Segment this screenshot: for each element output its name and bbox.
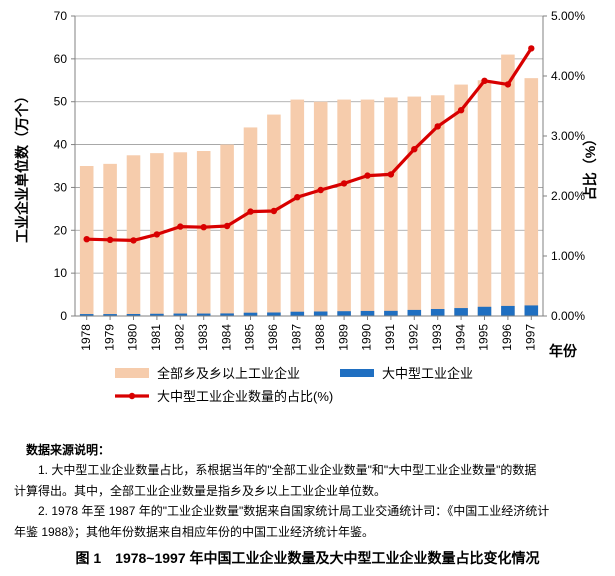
notes-p2a: 2. 1978 年至 1987 年的"工业企业数量"数据来自国家统计局工业交通统… (14, 501, 601, 521)
svg-text:1979: 1979 (102, 324, 116, 351)
svg-text:1994: 1994 (453, 324, 467, 351)
svg-text:3.00%: 3.00% (551, 129, 585, 143)
svg-text:40: 40 (53, 138, 67, 152)
svg-text:1988: 1988 (312, 324, 326, 351)
chart-svg: 0 10 20 30 40 50 60 70 0.00% 1.00% 2.00% 3.00% 4.00%… (9, 4, 607, 434)
svg-text:1993: 1993 (429, 324, 443, 351)
svg-text:年份: 年份 (549, 343, 578, 359)
svg-text:0.00%: 0.00% (551, 309, 585, 323)
svg-text:1996: 1996 (500, 324, 514, 351)
svg-text:1987: 1987 (289, 324, 303, 351)
svg-text:2.00%: 2.00% (551, 189, 585, 203)
svg-text:5.00%: 5.00% (551, 9, 585, 23)
svg-text:0: 0 (60, 309, 67, 323)
svg-text:1983: 1983 (195, 324, 209, 351)
svg-text:30: 30 (53, 180, 67, 194)
svg-text:1990: 1990 (359, 324, 373, 351)
figure-title: 图 1 1978~1997 年中国工业企业数量及大中型工业企业数量占比变化情况 (8, 542, 607, 568)
svg-text:70: 70 (53, 9, 67, 23)
svg-text:1984: 1984 (219, 324, 233, 351)
svg-text:1989: 1989 (336, 324, 350, 351)
svg-text:1978: 1978 (78, 324, 92, 351)
svg-text:1980: 1980 (125, 324, 139, 351)
svg-text:1991: 1991 (383, 324, 397, 351)
svg-text:大中型工业企业: 大中型工业企业 (382, 366, 473, 381)
notes-lead: 数据来源说明： (14, 440, 601, 460)
svg-text:全部乡及乡以上工业企业: 全部乡及乡以上工业企业 (157, 366, 300, 381)
chart-area: 0 10 20 30 40 50 60 70 0.00% 1.00% 2.00% 3.00% 4.00%… (9, 4, 607, 434)
svg-text:1995: 1995 (476, 324, 490, 351)
svg-text:50: 50 (53, 95, 67, 109)
svg-text:1985: 1985 (242, 324, 256, 351)
svg-text:60: 60 (53, 52, 67, 66)
svg-text:1986: 1986 (266, 324, 280, 351)
svg-text:10: 10 (53, 266, 67, 280)
svg-text:1982: 1982 (172, 324, 186, 351)
notes-p2b: 年鉴 1988》；其他年份数据来自相应年份的中国工业经济统计年鉴。 (14, 522, 601, 542)
notes-p1b: 计算得出。其中，全部工业企业数量是指乡及乡以上工业企业单位数。 (14, 481, 601, 501)
notes-block: 数据来源说明： 1. 大中型工业企业数量占比，系根据当年的"全部工业企业数量"和… (8, 434, 607, 542)
svg-text:工业企业单位数（万个）: 工业企业单位数（万个） (14, 89, 30, 243)
svg-text:1.00%: 1.00% (551, 249, 585, 263)
svg-text:1981: 1981 (149, 324, 163, 351)
svg-text:4.00%: 4.00% (551, 69, 585, 83)
svg-text:20: 20 (53, 223, 67, 237)
svg-text:1997: 1997 (523, 324, 537, 351)
svg-text:大中型工业企业数量的占比(%): 大中型工业企业数量的占比(%) (157, 389, 333, 404)
notes-p1a: 1. 大中型工业企业数量占比，系根据当年的"全部工业企业数量"和"大中型工业企业… (14, 460, 601, 480)
svg-text:1992: 1992 (406, 324, 420, 351)
svg-text:占比（%）: 占比（%） (582, 132, 598, 200)
